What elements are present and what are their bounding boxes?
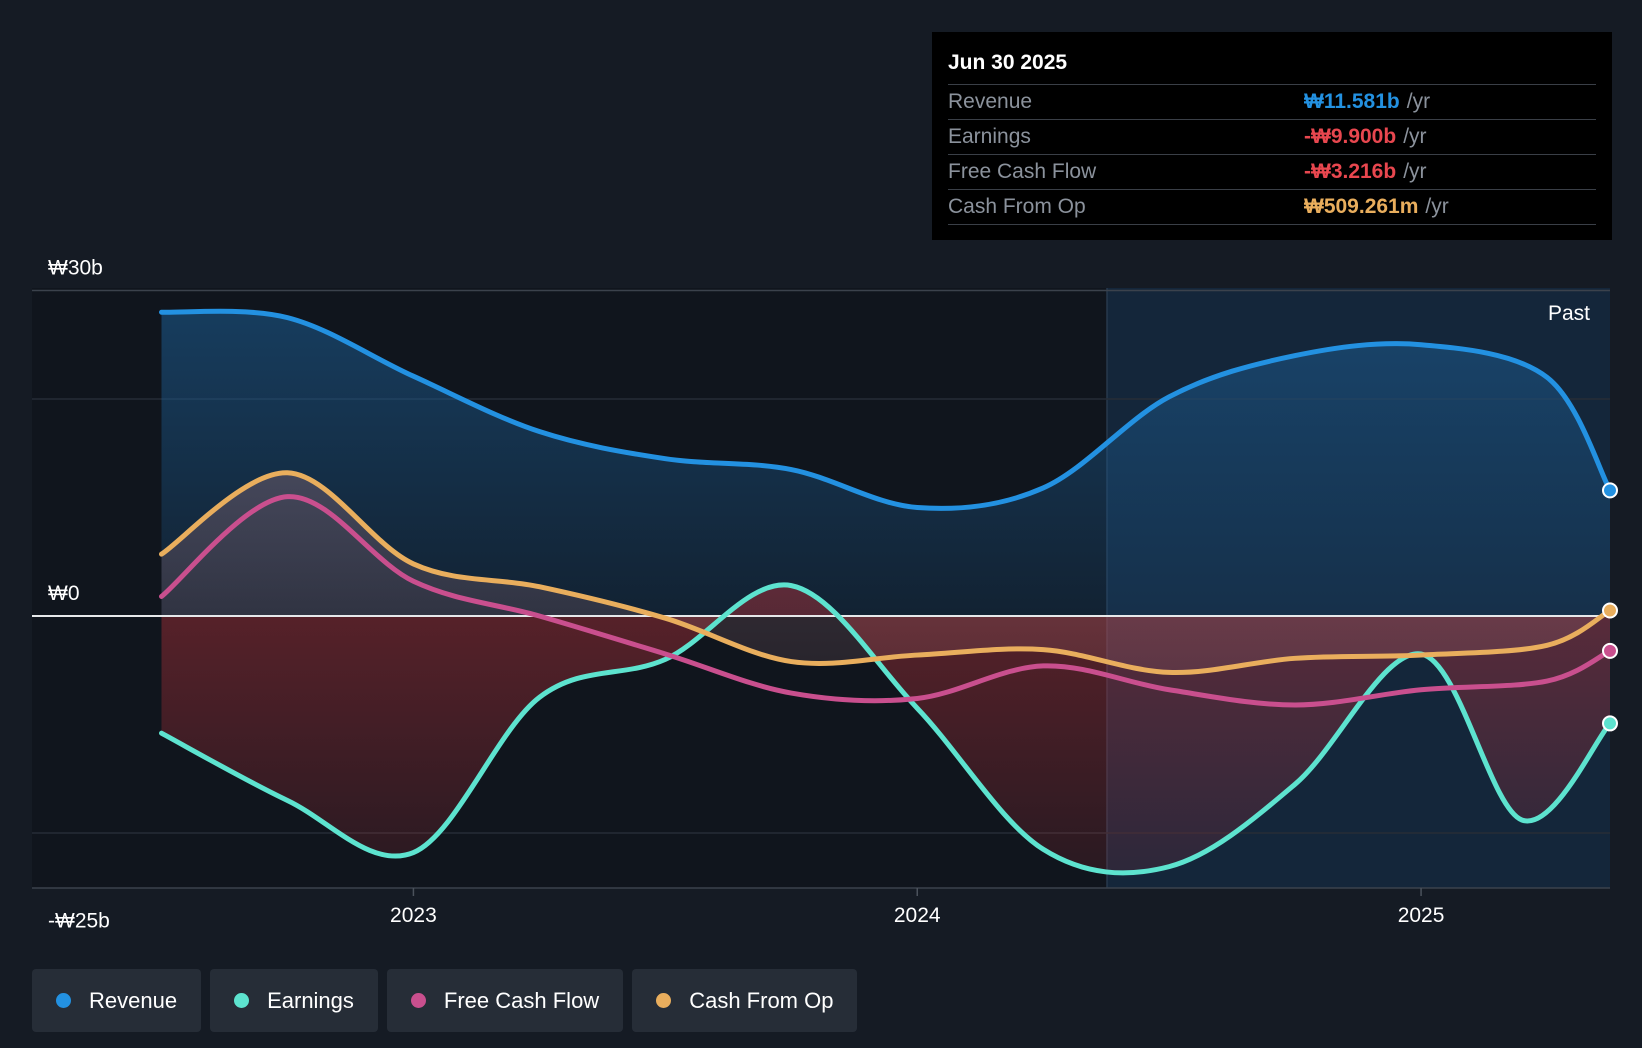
series-line-cash-from-op [158, 470, 1613, 676]
y-tick-label: ₩30b [48, 257, 103, 280]
x-tick-label: 2024 [894, 904, 941, 927]
legend-item-free-cash-flow[interactable]: Free Cash Flow [386, 969, 624, 1032]
tooltip-unit: /yr [1403, 125, 1427, 148]
tooltip-value: ₩11.581b [1304, 90, 1400, 113]
cash-from-op-area [161, 472, 1610, 673]
legend-item-earnings[interactable]: Earnings [210, 969, 378, 1032]
series-end-point [1602, 642, 1618, 659]
revenue-area [161, 311, 1610, 616]
tooltip-value: ₩509.261m [1304, 195, 1419, 218]
legend-dot-icon [234, 993, 250, 1008]
legend-label: Free Cash Flow [443, 987, 600, 1013]
series-end-point [1602, 482, 1618, 499]
series-end-dots [1602, 482, 1618, 732]
legend-item-cash-from-op[interactable]: Cash From Op [632, 969, 858, 1032]
legend-dot-icon [56, 993, 71, 1008]
x-tick-label: 2025 [1398, 904, 1445, 927]
tooltip-date: Jun 30 2025 [948, 51, 1068, 74]
tooltip-value: -₩3.216b [1304, 160, 1397, 183]
legend: Revenue Earnings Free Cash Flow Cash Fro… [32, 969, 858, 1032]
tooltip-label: Earnings [948, 125, 1031, 148]
series-end-point [1602, 602, 1618, 619]
tooltip-label: Revenue [948, 90, 1033, 113]
past-label: Past [1548, 302, 1590, 325]
legend-label: Cash From Op [689, 987, 834, 1013]
legend-dot-icon [656, 993, 672, 1008]
series-line-revenue [158, 308, 1613, 511]
series-line-free-cash-flow [158, 494, 1613, 708]
series-lines [158, 308, 1613, 876]
legend-item-revenue[interactable]: Revenue [32, 969, 202, 1032]
tooltip-label: Cash From Op [948, 195, 1086, 218]
area-fills [161, 311, 1610, 873]
tooltip-unit: /yr [1403, 160, 1427, 183]
y-tick-label: ₩0 [48, 582, 80, 605]
tooltip-unit: /yr [1425, 195, 1449, 218]
tooltip-row-earnings: Earnings -₩9.900b /yr [948, 119, 1596, 154]
tooltip-label: Free Cash Flow [948, 160, 1097, 183]
x-tick-label: 2023 [390, 904, 437, 927]
tooltip: Jun 30 2025 Revenue ₩11.581b /yr Earning… [932, 32, 1612, 240]
tooltip-unit: /yr [1406, 90, 1431, 113]
x-axis-ticks: 2023 2024 2025 [390, 888, 1444, 927]
y-tick-label: -₩25b [48, 909, 110, 932]
y-axis-labels: ₩30b ₩0 -₩25b [48, 257, 110, 933]
series-end-point [1602, 715, 1618, 732]
legend-label: Earnings [267, 987, 354, 1013]
tooltip-row-cash-from-op: Cash From Op ₩509.261m /yr [948, 189, 1596, 225]
tooltip-row-revenue: Revenue ₩11.581b /yr [948, 84, 1596, 119]
legend-label: Revenue [89, 987, 178, 1013]
tooltip-row-free-cash-flow: Free Cash Flow -₩3.216b /yr [948, 154, 1596, 189]
tooltip-value: -₩9.900b [1304, 125, 1397, 148]
legend-dot-icon [410, 993, 426, 1008]
